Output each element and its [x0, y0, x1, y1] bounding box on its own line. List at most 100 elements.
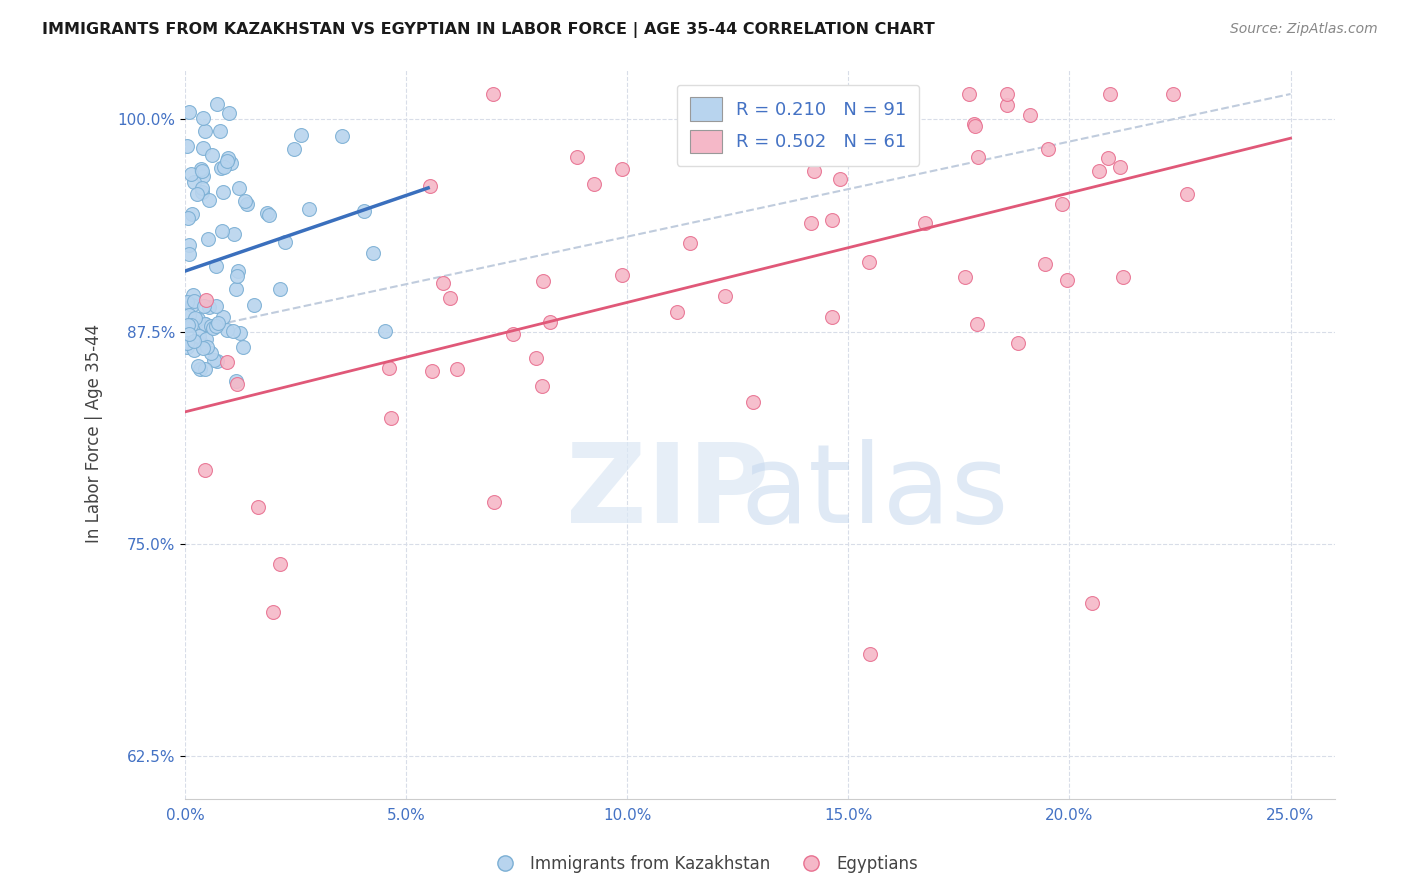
Point — [217, 151, 239, 165]
Point — [205, 319, 228, 334]
Point — [1056, 273, 1078, 287]
Point — [420, 364, 443, 378]
Point — [190, 161, 212, 176]
Point — [679, 236, 702, 251]
Point — [828, 172, 851, 186]
Point — [188, 329, 211, 343]
Point — [995, 87, 1018, 101]
Point — [859, 648, 882, 662]
Point — [219, 156, 242, 170]
Point — [419, 178, 441, 193]
Point — [835, 136, 858, 150]
Point — [966, 150, 988, 164]
Point — [215, 355, 238, 369]
Point — [191, 141, 214, 155]
Point — [714, 289, 737, 303]
Point — [191, 169, 214, 184]
Point — [1111, 270, 1133, 285]
Point — [212, 310, 235, 325]
Point — [966, 317, 988, 331]
Point — [207, 316, 229, 330]
Point — [180, 167, 202, 181]
Point — [191, 181, 214, 195]
Point — [1177, 186, 1199, 201]
Point — [235, 194, 257, 209]
Point — [1088, 164, 1111, 178]
Point — [269, 558, 291, 572]
Point — [538, 314, 561, 328]
Point — [186, 334, 208, 348]
Point — [274, 235, 297, 249]
Point — [228, 181, 250, 195]
Point — [209, 161, 232, 175]
Point — [914, 216, 936, 230]
Point — [1007, 336, 1029, 351]
Point — [187, 359, 209, 374]
Point — [225, 282, 247, 296]
Text: atlas: atlas — [741, 439, 1010, 546]
Point — [1033, 257, 1056, 271]
Point — [484, 494, 506, 508]
Point — [195, 340, 218, 354]
Point — [193, 111, 215, 125]
Point — [1036, 142, 1059, 156]
Point — [1097, 152, 1119, 166]
Point — [205, 299, 228, 313]
Legend: R = 0.210   N = 91, R = 0.502   N = 61: R = 0.210 N = 91, R = 0.502 N = 61 — [676, 85, 920, 166]
Point — [194, 462, 217, 476]
Point — [176, 294, 198, 309]
Point — [180, 318, 202, 332]
Point — [439, 291, 461, 305]
Point — [531, 274, 554, 288]
Point — [229, 326, 252, 341]
Point — [177, 308, 200, 322]
Point — [201, 321, 224, 335]
Point — [186, 187, 208, 202]
Point — [202, 353, 225, 368]
Point — [211, 224, 233, 238]
Point — [176, 340, 198, 354]
Point — [1108, 160, 1130, 174]
Point — [215, 154, 238, 169]
Point — [530, 379, 553, 393]
Y-axis label: In Labor Force | Age 35-44: In Labor Force | Age 35-44 — [86, 324, 103, 543]
Point — [482, 87, 505, 101]
Point — [377, 360, 399, 375]
Point — [187, 312, 209, 326]
Point — [183, 294, 205, 309]
Point — [215, 323, 238, 337]
Point — [218, 106, 240, 120]
Point — [353, 204, 375, 219]
Point — [194, 318, 217, 332]
Point — [212, 185, 235, 199]
Point — [524, 351, 547, 365]
Point — [226, 264, 249, 278]
Point — [742, 394, 765, 409]
Point — [1080, 597, 1102, 611]
Point — [191, 185, 214, 199]
Point — [197, 232, 219, 246]
Point — [1099, 87, 1122, 101]
Point — [269, 282, 291, 296]
Point — [194, 317, 217, 331]
Point — [191, 164, 214, 178]
Point — [290, 128, 312, 143]
Point — [193, 341, 215, 355]
Point — [1161, 87, 1184, 101]
Point — [820, 310, 842, 325]
Point — [183, 343, 205, 357]
Point — [965, 119, 987, 133]
Point — [963, 117, 986, 131]
Point — [256, 206, 278, 220]
Point — [446, 361, 468, 376]
Point — [610, 268, 633, 282]
Point — [201, 147, 224, 161]
Point — [176, 335, 198, 350]
Point — [821, 213, 844, 227]
Point — [803, 164, 825, 178]
Text: Source: ZipAtlas.com: Source: ZipAtlas.com — [1230, 22, 1378, 37]
Point — [180, 206, 202, 220]
Point — [222, 227, 245, 241]
Point — [198, 194, 221, 208]
Point — [222, 324, 245, 338]
